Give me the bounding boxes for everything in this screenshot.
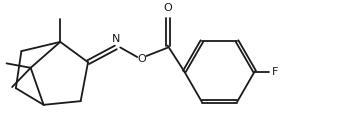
Text: O: O: [137, 54, 146, 64]
Text: N: N: [112, 35, 120, 45]
Text: O: O: [163, 3, 172, 13]
Text: F: F: [272, 66, 278, 76]
